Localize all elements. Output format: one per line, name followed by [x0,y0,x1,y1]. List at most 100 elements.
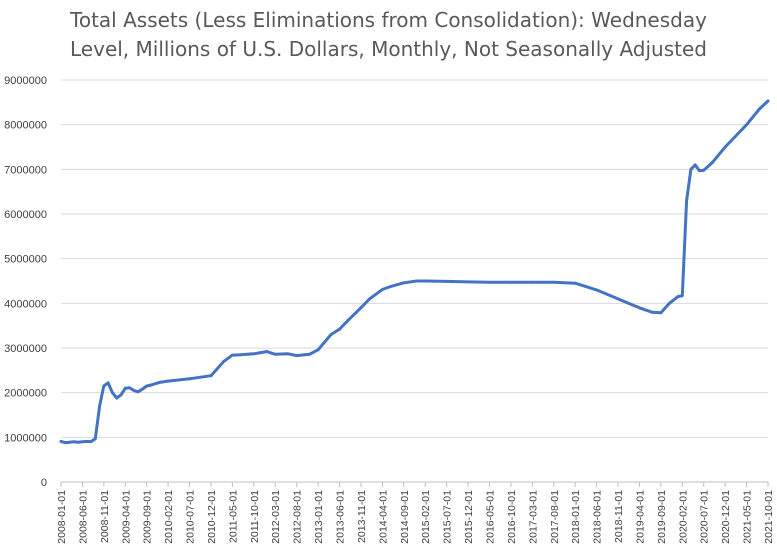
x-tick-label: 2016-05-01 [484,490,496,544]
x-tick-label: 2015-12-01 [463,490,475,544]
x-tick-label: 2021-05-01 [742,490,754,544]
x-tick-label: 2013-06-01 [335,490,347,544]
data-point [128,386,131,390]
data-point [676,295,680,299]
x-tick-label: 2008-01-01 [56,490,68,544]
chart-title: Total Assets (Less Eliminations from Con… [0,6,777,64]
chart-title-line-2: Level, Millions of U.S. Dollars, Monthly… [70,37,707,61]
data-point [402,281,406,285]
data-point [466,280,470,284]
x-tick-label: 2020-02-01 [677,490,689,544]
data-point [115,396,119,400]
x-tick-label: 2019-09-01 [656,490,668,544]
data-point [149,383,153,387]
data-point [72,440,76,444]
data-point [136,390,140,394]
y-tick-label: 4000000 [4,298,47,310]
data-point [265,350,269,353]
series-line [59,99,770,445]
data-point [338,327,341,331]
data-point [710,161,714,165]
data-point [102,384,106,388]
x-tick-label: 2013-11-01 [356,490,368,543]
data-point [132,389,136,392]
data-point [380,288,384,291]
data-point [85,439,89,443]
data-point [650,310,654,314]
data-point [530,280,534,284]
data-point [638,306,641,310]
data-point [685,199,688,203]
data-point [389,284,393,288]
data-point [98,404,101,408]
data-point [368,297,371,301]
data-point [111,391,114,395]
y-tick-label: 8000000 [4,120,47,132]
x-tick-label: 2020-07-01 [699,490,711,544]
data-point [93,437,97,441]
data-point [698,169,701,173]
data-point [59,439,63,443]
series-layer [59,99,770,445]
x-tick-label: 2018-11-01 [613,490,625,543]
data-point [158,380,161,384]
x-tick-label: 2008-06-01 [77,490,89,544]
x-tick-label: 2018-01-01 [570,490,582,544]
x-tick-label: 2014-04-01 [377,490,389,544]
data-point [252,352,256,356]
data-point [595,288,599,292]
data-point [295,354,299,357]
data-point [659,311,663,315]
data-point [188,377,191,381]
x-tick-label: 2018-06-01 [592,490,604,544]
data-point [359,306,363,310]
data-point [758,107,761,111]
x-tick-label: 2016-10-01 [506,490,518,544]
y-tick-label: 7000000 [4,164,47,176]
data-point [693,163,697,167]
data-point [668,301,671,305]
data-point [119,393,123,397]
data-point [509,280,513,284]
x-tick-label: 2021-10-01 [763,490,775,544]
x-tick-label: 2017-08-01 [549,490,561,544]
data-point [222,360,226,363]
x-tick-label: 2014-09-01 [399,490,411,544]
x-tick-label: 2010-07-01 [185,490,197,544]
data-point [616,297,620,301]
x-axis: 2008-01-01 2008-06-01 2008-11-01 2009-04-01… [56,482,775,544]
data-point [123,386,127,390]
data-point [76,440,80,444]
data-point [209,374,213,378]
data-point [415,279,419,283]
data-point [346,318,350,322]
x-tick-label: 2012-03-01 [270,490,282,544]
data-point [89,440,93,443]
x-tick-label: 2009-04-01 [120,490,132,544]
y-axis: 0 1000000 2000000 3000000 4000000 5000000 6000… [4,75,47,489]
data-point [106,381,110,385]
data-point [153,382,157,386]
data-point [308,352,311,356]
x-tick-label: 2015-02-01 [420,490,432,544]
data-point [286,352,290,356]
data-point [680,294,684,298]
data-point [166,379,170,383]
data-point [423,279,427,283]
data-point [723,145,727,149]
data-point [445,280,449,283]
data-point [230,353,234,357]
data-point [689,167,693,171]
data-point [273,352,277,356]
data-point [488,280,491,284]
data-point [63,441,67,445]
y-tick-label: 0 [41,477,47,489]
data-point [573,281,577,285]
data-point [552,280,556,284]
data-point [316,348,320,352]
x-tick-label: 2017-03-01 [527,490,539,544]
data-point [736,132,740,136]
x-tick-label: 2008-11-01 [99,490,111,543]
x-tick-label: 2013-01-01 [313,490,325,544]
